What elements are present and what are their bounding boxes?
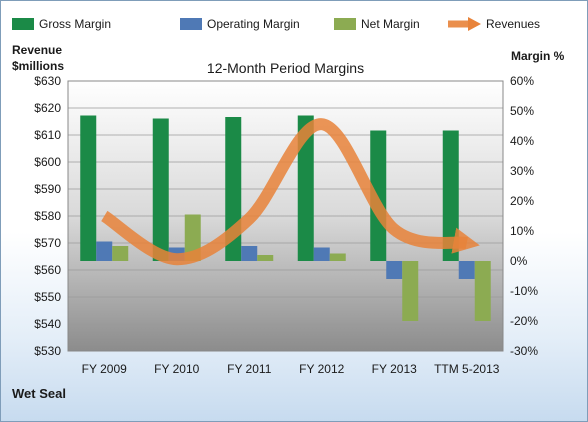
bar	[96, 241, 113, 261]
right-axis-tick-label: -10%	[510, 284, 538, 298]
legend-swatch	[180, 18, 202, 30]
right-axis-tick-label: 30%	[510, 164, 534, 178]
revenues-line	[100, 118, 480, 266]
legend-label: Operating Margin	[207, 17, 300, 31]
bar	[329, 253, 346, 261]
bar	[152, 118, 169, 261]
right-axis-tick-label: 0%	[510, 254, 528, 268]
category-label: FY 2011	[227, 362, 272, 376]
legend-label: Net Margin	[361, 17, 420, 31]
legend-swatch	[12, 18, 34, 30]
bar	[112, 246, 129, 261]
right-axis-title: Margin %	[511, 49, 565, 63]
left-axis-tick-label: $550	[34, 290, 61, 304]
category-label: FY 2009	[82, 362, 127, 376]
category-label: FY 2013	[372, 362, 417, 376]
legend-label: Revenues	[486, 17, 540, 31]
bar	[402, 261, 419, 321]
legend-arrow-head	[468, 17, 481, 31]
company-name: Wet Seal	[12, 386, 66, 401]
left-axis-tick-label: $570	[34, 236, 61, 250]
category-label: FY 2012	[299, 362, 344, 376]
bar	[313, 247, 330, 261]
left-axis-tick-label: $590	[34, 182, 61, 196]
bar	[257, 255, 274, 261]
left-axis-title-unit: $millions	[12, 59, 64, 73]
legend-swatch	[334, 18, 356, 30]
right-axis-tick-label: 50%	[510, 104, 534, 118]
left-axis-tick-label: $580	[34, 209, 61, 223]
bar	[241, 246, 258, 261]
chart-title: 12-Month Period Margins	[207, 60, 364, 76]
left-axis-tick-label: $530	[34, 344, 61, 358]
right-axis-tick-label: 40%	[510, 134, 534, 148]
bar	[370, 130, 387, 261]
bar	[386, 261, 403, 279]
right-axis-tick-label: 60%	[510, 74, 534, 88]
left-axis-tick-label: $620	[34, 101, 61, 115]
bar	[474, 261, 491, 321]
right-axis-tick-label: 10%	[510, 224, 534, 238]
bar	[80, 115, 97, 261]
left-axis-title: Revenue	[12, 43, 62, 57]
right-axis-tick-label: -30%	[510, 344, 538, 358]
left-axis-tick-label: $600	[34, 155, 61, 169]
category-label: TTM 5-2013	[434, 362, 500, 376]
right-axis-tick-label: -20%	[510, 314, 538, 328]
left-axis-tick-label: $610	[34, 128, 61, 142]
legend-label: Gross Margin	[39, 17, 111, 31]
left-axis-tick-label: $560	[34, 263, 61, 277]
bar	[458, 261, 475, 279]
left-axis-tick-label: $540	[34, 317, 61, 331]
right-axis-tick-label: 20%	[510, 194, 534, 208]
plot-border	[67, 80, 504, 352]
bar	[297, 115, 314, 261]
category-label: FY 2010	[154, 362, 199, 376]
left-axis-tick-label: $630	[34, 74, 61, 88]
